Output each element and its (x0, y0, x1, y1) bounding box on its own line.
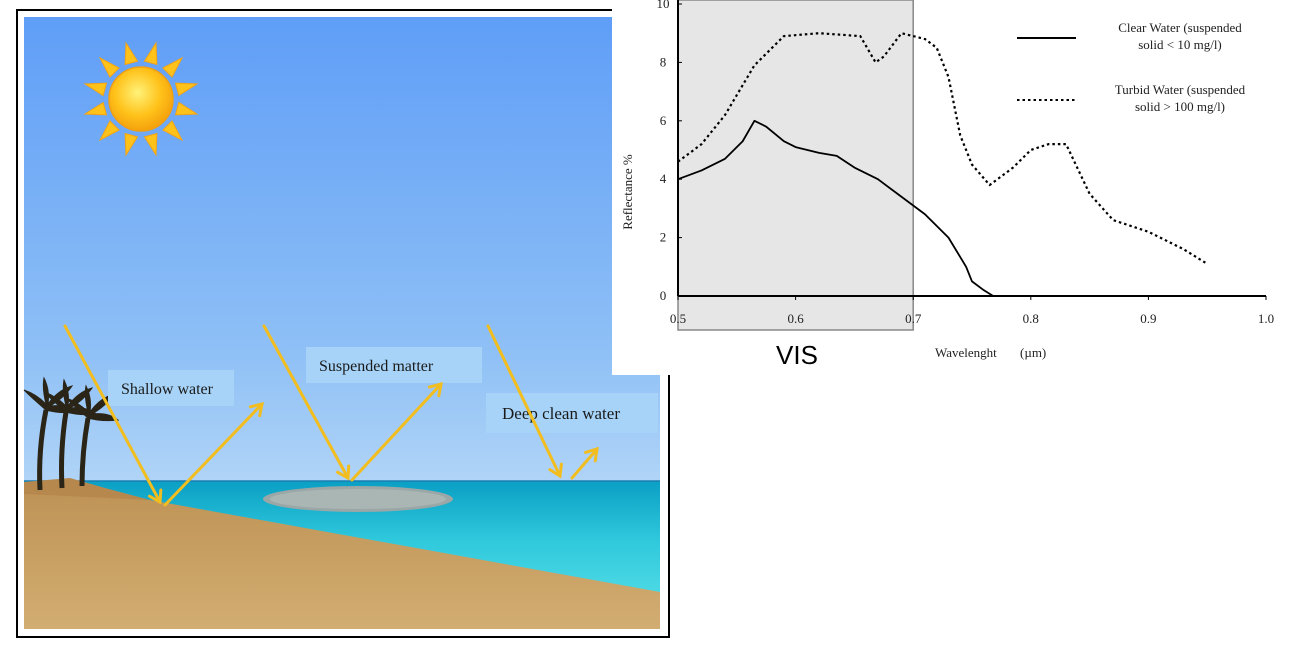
suspended-reflected-arrow (350, 381, 443, 482)
x-axis-unit: (µm) (1020, 345, 1046, 360)
deep-incident-arrow (486, 324, 563, 479)
vis-label: VIS (776, 340, 818, 370)
shallow-reflected-arrow (163, 401, 264, 507)
sun-icon (83, 41, 199, 157)
turbid-water-line (677, 32, 1208, 265)
deep-water-label-box (486, 393, 658, 433)
x-tick-label: 0.6 (787, 311, 804, 326)
x-ticks: 0.5 0.6 0.7 0.8 0.9 1.0 (670, 296, 1274, 326)
y-tick-label: 10 (657, 0, 670, 11)
deep-reflected-arrow (570, 446, 599, 480)
water-reflection-diagram: Shallow water Suspended matter Deep clea… (16, 9, 670, 638)
shallow-water-label: Shallow water (121, 381, 214, 398)
x-tick-label: 0.8 (1023, 311, 1039, 326)
y-tick-label: 8 (660, 54, 667, 69)
y-tick-label: 0 (660, 288, 667, 303)
x-axis-label: Wavelenght (935, 345, 997, 360)
y-axis-label: Reflectance % (620, 154, 635, 230)
shallow-incident-arrow (63, 324, 163, 505)
x-tick-label: 0.5 (670, 311, 686, 326)
legend-clear-water-label: solid < 10 mg/l) (1138, 37, 1222, 52)
clear-water-line (677, 119, 994, 297)
legend-turbid-water-label: solid > 100 mg/l) (1135, 99, 1225, 114)
vis-region (677, 0, 914, 331)
palm-trees-icon (23, 376, 120, 491)
x-tick-label: 1.0 (1258, 311, 1274, 326)
sand-slope (24, 490, 660, 629)
suspended-incident-arrow (262, 324, 351, 481)
y-tick-label: 2 (660, 230, 667, 245)
legend-clear-water-label: Clear Water (suspended (1118, 20, 1242, 35)
shallow-water-label-box (108, 370, 234, 406)
legend: Clear Water (suspended solid < 10 mg/l) Tu… (1017, 20, 1246, 114)
deep-water-label: Deep clean water (502, 404, 620, 423)
reflectance-chart: 0 2 4 6 8 10 0.5 0.6 0.7 0.8 0.9 1.0 Reflectance %… (612, 0, 1300, 375)
legend-turbid-water-label: Turbid Water (suspended (1115, 82, 1246, 97)
y-tick-label: 4 (660, 171, 667, 186)
suspended-matter-label: Suspended matter (319, 358, 434, 375)
series-lines (677, 32, 1208, 297)
x-tick-label: 0.7 (905, 311, 922, 326)
light-rays (63, 324, 599, 507)
y-tick-label: 6 (660, 113, 667, 128)
suspended-matter-label-box (306, 347, 482, 383)
x-tick-label: 0.9 (1140, 311, 1156, 326)
